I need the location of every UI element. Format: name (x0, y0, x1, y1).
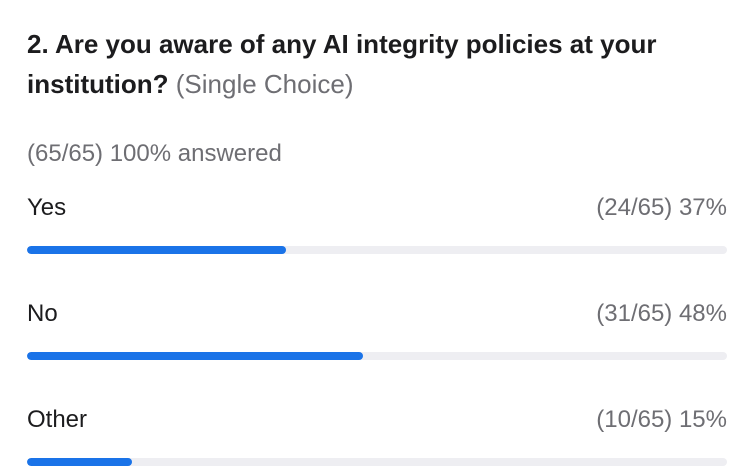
question-type: (Single Choice) (175, 69, 354, 99)
option-other: Other (10/65) 15% (27, 404, 727, 466)
question-text: 2. Are you aware of any AI integrity pol… (27, 29, 657, 99)
option-label: No (27, 300, 58, 327)
option-stat: (10/65) 15% (596, 406, 727, 433)
option-stat: (31/65) 48% (596, 300, 727, 327)
option-yes: Yes (24/65) 37% (27, 192, 727, 254)
option-no: No (31/65) 48% (27, 298, 727, 360)
progress-fill (27, 458, 132, 466)
option-stat: (24/65) 37% (596, 194, 727, 221)
progress-track (27, 352, 727, 360)
progress-fill (27, 352, 363, 360)
option-label: Yes (27, 194, 67, 221)
question-heading: 2. Are you aware of any AI integrity pol… (27, 24, 727, 104)
progress-track (27, 458, 727, 466)
answered-summary: (65/65) 100% answered (27, 140, 282, 167)
poll-result-card: 2. Are you aware of any AI integrity pol… (27, 24, 727, 466)
progress-track (27, 246, 727, 254)
option-label: Other (27, 406, 88, 433)
progress-fill (27, 246, 286, 254)
